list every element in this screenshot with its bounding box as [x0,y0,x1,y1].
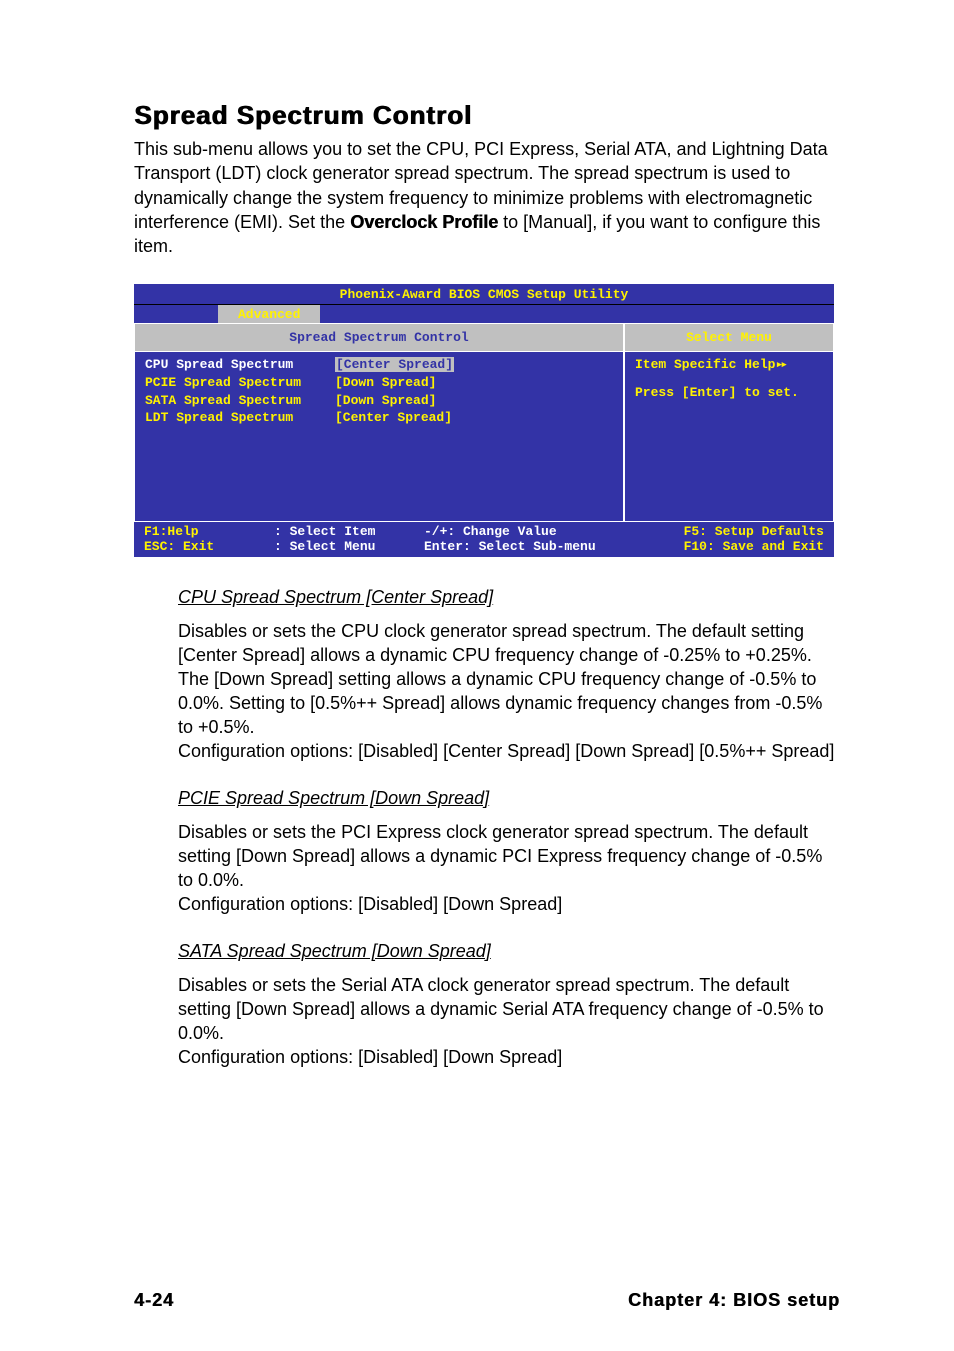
bios-setting-value: [Center Spread] [335,409,452,427]
chapter-title: Chapter 4: BIOS setup [628,1290,840,1311]
bios-setting-value-selected: [Center Spread] [335,357,454,372]
bios-footer-row: ESC: Exit : Select Menu Enter: Select Su… [144,539,824,554]
bios-setting-label: LDT Spread Spectrum [145,409,335,427]
bios-setting-value: [Center Spread] [335,356,454,374]
page-footer: 4-24 Chapter 4: BIOS setup [0,1290,954,1311]
bios-setting-label: PCIE Spread Spectrum [145,374,335,392]
section-pcie-spread: PCIE Spread Spectrum [Down Spread] Disab… [178,788,840,917]
section-cpu-spread: CPU Spread Spectrum [Center Spread] Disa… [178,587,840,764]
bios-titlebar: Phoenix-Award BIOS CMOS Setup Utility [134,284,834,305]
bios-help-line1: Item Specific Help▸▸ [635,356,823,374]
section-heading: PCIE Spread Spectrum [Down Spread] [178,788,840,809]
section-heading: SATA Spread Spectrum [Down Spread] [178,941,840,962]
section-body: Disables or sets the PCI Express clock g… [178,821,840,917]
bios-setting-label: CPU Spread Spectrum [145,356,335,374]
bios-footer-submenu: Enter: Select Sub-menu [424,539,654,554]
bios-setting-row[interactable]: SATA Spread Spectrum [Down Spread] [145,392,613,410]
bios-footer-row: F1:Help : Select Item -/+: Change Value … [144,524,824,539]
bios-left-title: Spread Spectrum Control [134,323,624,352]
bios-setting-value: [Down Spread] [335,392,436,410]
bios-right-panel: Select Menu Item Specific Help▸▸ Press [… [624,323,834,522]
page-heading: Spread Spectrum Control [134,100,840,131]
bios-setting-row[interactable]: LDT Spread Spectrum [Center Spread] [145,409,613,427]
bios-help-body: Item Specific Help▸▸ Press [Enter] to se… [624,352,834,522]
bios-left-panel: Spread Spectrum Control CPU Spread Spect… [134,323,624,522]
bios-footer-change-value: -/+: Change Value [424,524,654,539]
page: Spread Spectrum Control This sub-menu al… [0,0,954,1351]
bios-footer-defaults: F5: Setup Defaults [654,524,824,539]
bios-footer-help: F1:Help [144,524,274,539]
bios-body: Spread Spectrum Control CPU Spread Spect… [134,323,834,522]
section-body: Disables or sets the Serial ATA clock ge… [178,974,840,1070]
bios-help-line2: Press [Enter] to set. [635,384,823,402]
bios-footer-select-menu: : Select Menu [274,539,424,554]
bios-footer: F1:Help : Select Item -/+: Change Value … [134,522,834,557]
chevron-right-icon: ▸▸ [775,357,785,372]
bios-footer-exit: ESC: Exit [144,539,274,554]
bios-setting-row[interactable]: CPU Spread Spectrum [Center Spread] [145,356,613,374]
bios-footer-select-item: : Select Item [274,524,424,539]
intro-bold: Overclock Profile [350,212,498,232]
bios-menubar: Advanced [134,305,834,323]
bios-screenshot: Phoenix-Award BIOS CMOS Setup Utility Ad… [134,284,834,557]
section-heading: CPU Spread Spectrum [Center Spread] [178,587,840,608]
section-body: Disables or sets the CPU clock generator… [178,620,840,764]
intro-paragraph: This sub-menu allows you to set the CPU,… [134,137,840,258]
section-sata-spread: SATA Spread Spectrum [Down Spread] Disab… [178,941,840,1070]
page-number: 4-24 [134,1290,174,1311]
bios-setting-row[interactable]: PCIE Spread Spectrum [Down Spread] [145,374,613,392]
bios-footer-save: F10: Save and Exit [654,539,824,554]
bios-menu-tab-advanced[interactable]: Advanced [218,305,320,323]
bios-settings-list: CPU Spread Spectrum [Center Spread] PCIE… [134,352,624,522]
bios-setting-label: SATA Spread Spectrum [145,392,335,410]
spacer [635,374,823,384]
bios-right-title: Select Menu [624,323,834,352]
bios-menubar-spacer [320,305,834,323]
bios-setting-value: [Down Spread] [335,374,436,392]
